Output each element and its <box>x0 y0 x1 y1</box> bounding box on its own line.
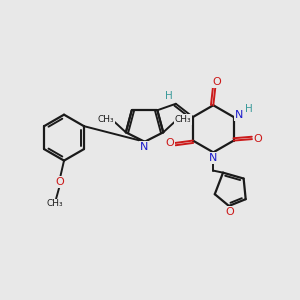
Text: CH₃: CH₃ <box>98 115 114 124</box>
Text: H: H <box>166 91 173 100</box>
Text: H: H <box>245 104 253 114</box>
Text: N: N <box>140 142 148 152</box>
Text: N: N <box>208 153 217 163</box>
Text: O: O <box>55 177 64 187</box>
Text: CH₃: CH₃ <box>47 200 64 208</box>
Text: O: O <box>254 134 262 144</box>
Text: CH₃: CH₃ <box>174 115 191 124</box>
Text: O: O <box>225 207 234 217</box>
Text: O: O <box>212 77 221 87</box>
Text: N: N <box>235 110 243 120</box>
Text: O: O <box>165 138 174 148</box>
